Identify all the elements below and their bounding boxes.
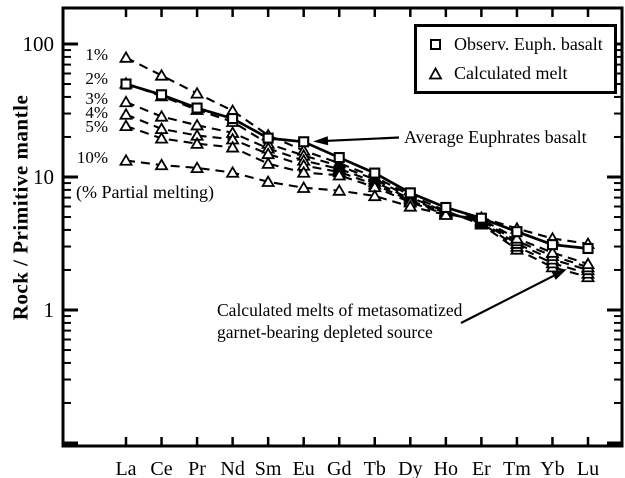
data-point-triangle xyxy=(190,136,205,149)
data-point-square xyxy=(369,167,381,179)
x-tick-label: Pr xyxy=(188,458,206,478)
data-point-triangle xyxy=(225,165,240,178)
data-point-triangle xyxy=(545,245,560,258)
calc-melts-annotation-line1: Calculated melts of metasomatized xyxy=(217,300,463,320)
data-point-triangle xyxy=(118,95,134,108)
legend-item-observed: Observ. Euph. basalt xyxy=(428,34,614,55)
data-point-triangle xyxy=(154,131,169,144)
legend-box: Observ. Euph. basalt Calculated melt xyxy=(414,24,617,94)
data-point-triangle xyxy=(261,174,276,187)
calc-melts-annotation: Calculated melts of metasomatized garnet… xyxy=(217,299,462,343)
data-point-square xyxy=(155,89,168,101)
y-tick-label: 10 xyxy=(33,165,54,189)
triangle-icon xyxy=(428,66,443,80)
x-tick-label: Tm xyxy=(503,458,531,478)
y-tick-label: 100 xyxy=(23,32,55,56)
melt-fraction-label-2pct: 2% xyxy=(85,69,108,88)
partial-melting-note: (% Partial melting) xyxy=(76,182,214,202)
data-point-triangle xyxy=(118,153,134,166)
data-point-triangle xyxy=(438,207,453,220)
melt-fraction-label-5pct: 5% xyxy=(85,117,108,136)
legend-label-calculated: Calculated melt xyxy=(454,62,568,83)
data-point-triangle xyxy=(118,107,134,120)
melt-fraction-label-10pct: 10% xyxy=(76,148,108,167)
x-tick-label: Sm xyxy=(255,458,282,478)
x-tick-label: La xyxy=(115,458,136,478)
data-point-triangle xyxy=(296,165,311,178)
x-axis-ticks: La Ce Pr Nd Sm Eu Gd Tb Dy Ho Er Tm Yb Lu xyxy=(115,8,599,478)
series-line-calculated-melt-4- xyxy=(125,113,589,269)
data-point-triangle xyxy=(190,86,205,99)
data-point-triangle xyxy=(154,68,169,81)
legend-label-observed: Observ. Euph. basalt xyxy=(454,34,603,55)
data-point-triangle xyxy=(332,168,347,181)
data-point-triangle xyxy=(225,140,240,153)
data-point-triangle xyxy=(118,118,134,132)
data-point-square xyxy=(475,212,487,224)
series-line-calculated-melt-2- xyxy=(125,82,589,275)
x-tick-label: Eu xyxy=(293,458,315,478)
data-point-square xyxy=(191,102,203,114)
x-tick-label: Er xyxy=(472,458,491,478)
annotation-arrows xyxy=(313,136,567,324)
x-tick-label: Yb xyxy=(540,458,564,478)
data-point-triangle xyxy=(190,160,205,174)
x-tick-label: Ce xyxy=(150,458,172,478)
data-point-triangle xyxy=(332,183,347,196)
x-tick-label: Lu xyxy=(577,458,599,478)
series-markers xyxy=(118,50,596,283)
data-point-square xyxy=(262,132,274,144)
data-point-square xyxy=(582,242,594,255)
calc-melts-arrow-shaft xyxy=(460,274,555,324)
square-icon xyxy=(430,39,441,51)
series-line-calculated-melt-1- xyxy=(125,56,589,279)
data-point-triangle xyxy=(154,158,169,171)
y-tick-label: 1 xyxy=(44,298,55,322)
series-line-calculated-melt-3- xyxy=(125,101,589,271)
data-point-square xyxy=(227,113,239,125)
avg-basalt-arrow-head xyxy=(313,136,329,146)
calc-melts-arrow-head xyxy=(551,269,567,280)
data-point-square xyxy=(511,226,523,238)
x-tick-label: Tb xyxy=(364,458,386,478)
data-point-triangle xyxy=(261,156,276,169)
melt-fraction-label-1pct: 1% xyxy=(85,45,108,64)
legend-item-calculated: Calculated melt xyxy=(428,63,614,84)
data-point-triangle xyxy=(403,199,418,212)
x-tick-label: Nd xyxy=(220,458,244,478)
melt-fraction-label-3pct: 3% xyxy=(85,89,108,108)
data-point-triangle xyxy=(367,188,382,202)
series-line-observ-euph-basalt xyxy=(125,82,589,250)
plot-frame xyxy=(61,6,624,448)
melt-fraction-label-4pct: 4% xyxy=(85,103,108,122)
data-point-square xyxy=(298,136,310,148)
data-point-square xyxy=(546,239,559,251)
data-point-triangle xyxy=(509,231,524,244)
data-point-triangle xyxy=(154,109,169,122)
data-point-triangle xyxy=(118,50,134,63)
series-line-calculated-melt-10- xyxy=(125,159,589,245)
series-lines xyxy=(125,56,589,279)
data-point-triangle xyxy=(190,118,205,131)
series-line-calculated-melt-5- xyxy=(125,124,589,265)
data-point-triangle xyxy=(580,256,596,270)
data-point-triangle xyxy=(296,180,311,193)
data-point-square xyxy=(404,187,416,199)
data-point-square xyxy=(440,201,452,214)
calc-melts-annotation-line2: garnet-bearing depleted source xyxy=(217,322,433,342)
data-point-square xyxy=(120,78,132,90)
avg-euphrates-basalt-annotation: Average Euphrates basalt xyxy=(404,127,587,147)
x-tick-label: Dy xyxy=(398,458,422,478)
avg-basalt-arrow-shaft xyxy=(327,136,400,142)
x-tick-label: Ho xyxy=(434,458,458,478)
x-tick-label: Gd xyxy=(327,458,351,478)
data-point-square xyxy=(333,152,345,164)
y-axis-title: Rock / Primitive mantle xyxy=(8,94,33,321)
